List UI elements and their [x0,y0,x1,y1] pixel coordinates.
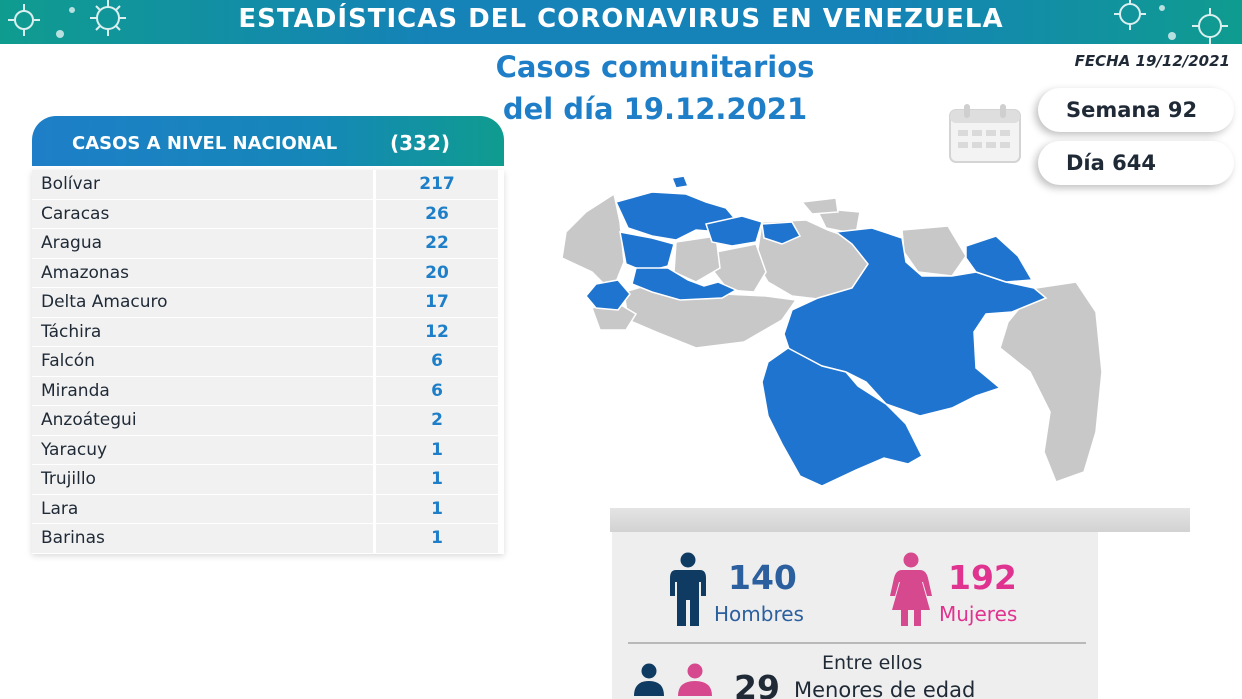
map-barinas [631,267,738,301]
header-banner: ESTADÍSTICAS DEL CORONAVIRUS EN VENEZUEL… [0,0,1242,44]
map-zulia [561,192,625,294]
state-count: 6 [376,376,498,405]
map-miranda [761,221,802,245]
calendar-icon [949,104,1021,163]
day-badge: Día 644 [1038,141,1234,185]
state-name: Amazonas [32,258,376,287]
map-sucre-west [800,197,839,215]
gender-panel: 140 Hombres 192 Mujeres Entre ellos 29 M… [612,532,1098,699]
virus-icon [8,0,126,38]
map-amazonas [761,347,923,487]
table-row: Miranda 6 [32,376,504,406]
map-aragua [705,215,763,247]
table-total: (332) [390,131,451,155]
virus-icon [1114,0,1228,44]
state-name: Miranda [32,376,376,405]
man-icon [670,552,706,626]
state-count: 17 [376,288,498,317]
subtitle-line-1: Casos comunitarios [495,50,815,84]
state-count: 20 [376,258,498,287]
women-count: 192 [948,558,1017,597]
state-name: Trujillo [32,465,376,494]
week-badge: Semana 92 [1038,88,1234,132]
table-row: Amazonas 20 [32,258,504,288]
table-header: CASOS A NIVEL NACIONAL (332) [32,116,504,166]
table-row: Bolívar 217 [32,170,504,200]
state-name: Caracas [32,199,376,228]
state-name: Anzoátegui [32,406,376,435]
map-lara [673,235,721,283]
page-title: ESTADÍSTICAS DEL CORONAVIRUS EN VENEZUEL… [238,4,1004,34]
cases-table: Bolívar 217 Caracas 26 Aragua 22 Amazonas 20 Del… [32,170,504,554]
map-trujillo [619,231,675,273]
state-name: Táchira [32,317,376,346]
state-count: 1 [376,435,498,464]
family-icon [634,663,712,696]
state-name: Delta Amacuro [32,288,376,317]
venezuela-map [561,175,1103,487]
table-row: Delta Amacuro 17 [32,288,504,318]
date-label: FECHA 19/12/2021 [1074,52,1230,70]
subtitle-line-2: del día 19.12.2021 [502,92,808,126]
table-row: Caracas 26 [32,199,504,229]
state-count: 1 [376,494,498,523]
state-name: Yaracuy [32,435,376,464]
state-count: 217 [376,170,498,199]
men-count: 140 [728,558,797,597]
state-count: 1 [376,465,498,494]
state-count: 6 [376,347,498,376]
map-falcon-peninsula [670,175,690,189]
woman-icon [890,552,932,626]
state-name: Bolívar [32,170,376,199]
minors-intro: Entre ellos [822,652,923,674]
minors-label: Menores de edad [794,678,976,699]
women-label: Mujeres [939,602,1018,626]
state-count: 1 [376,524,498,553]
map-tachira [585,279,631,311]
state-count: 2 [376,406,498,435]
map-delta-amacuro [965,235,1034,283]
subtitle: Casos comunitarios del día 19.12.2021 [440,46,870,130]
state-name: Falcón [32,347,376,376]
table-row: Yaracuy 1 [32,435,504,465]
men-label: Hombres [714,602,804,626]
table-row: Trujillo 1 [32,465,504,495]
table-row: Lara 1 [32,494,504,524]
state-name: Barinas [32,524,376,553]
table-row: Barinas 1 [32,524,504,554]
table-row: Táchira 12 [32,317,504,347]
state-name: Lara [32,494,376,523]
minors-count: 29 [734,668,780,699]
state-count: 12 [376,317,498,346]
map-bolivar [783,227,1048,417]
panel-stage [610,508,1190,532]
table-row: Falcón 6 [32,347,504,377]
state-count: 22 [376,229,498,258]
state-count: 26 [376,199,498,228]
panel-divider [628,642,1086,644]
map-esequibo [999,281,1103,483]
table-row: Aragua 22 [32,229,504,259]
state-name: Aragua [32,229,376,258]
table-row: Anzoátegui 2 [32,406,504,436]
table-title: CASOS A NIVEL NACIONAL [72,133,338,154]
